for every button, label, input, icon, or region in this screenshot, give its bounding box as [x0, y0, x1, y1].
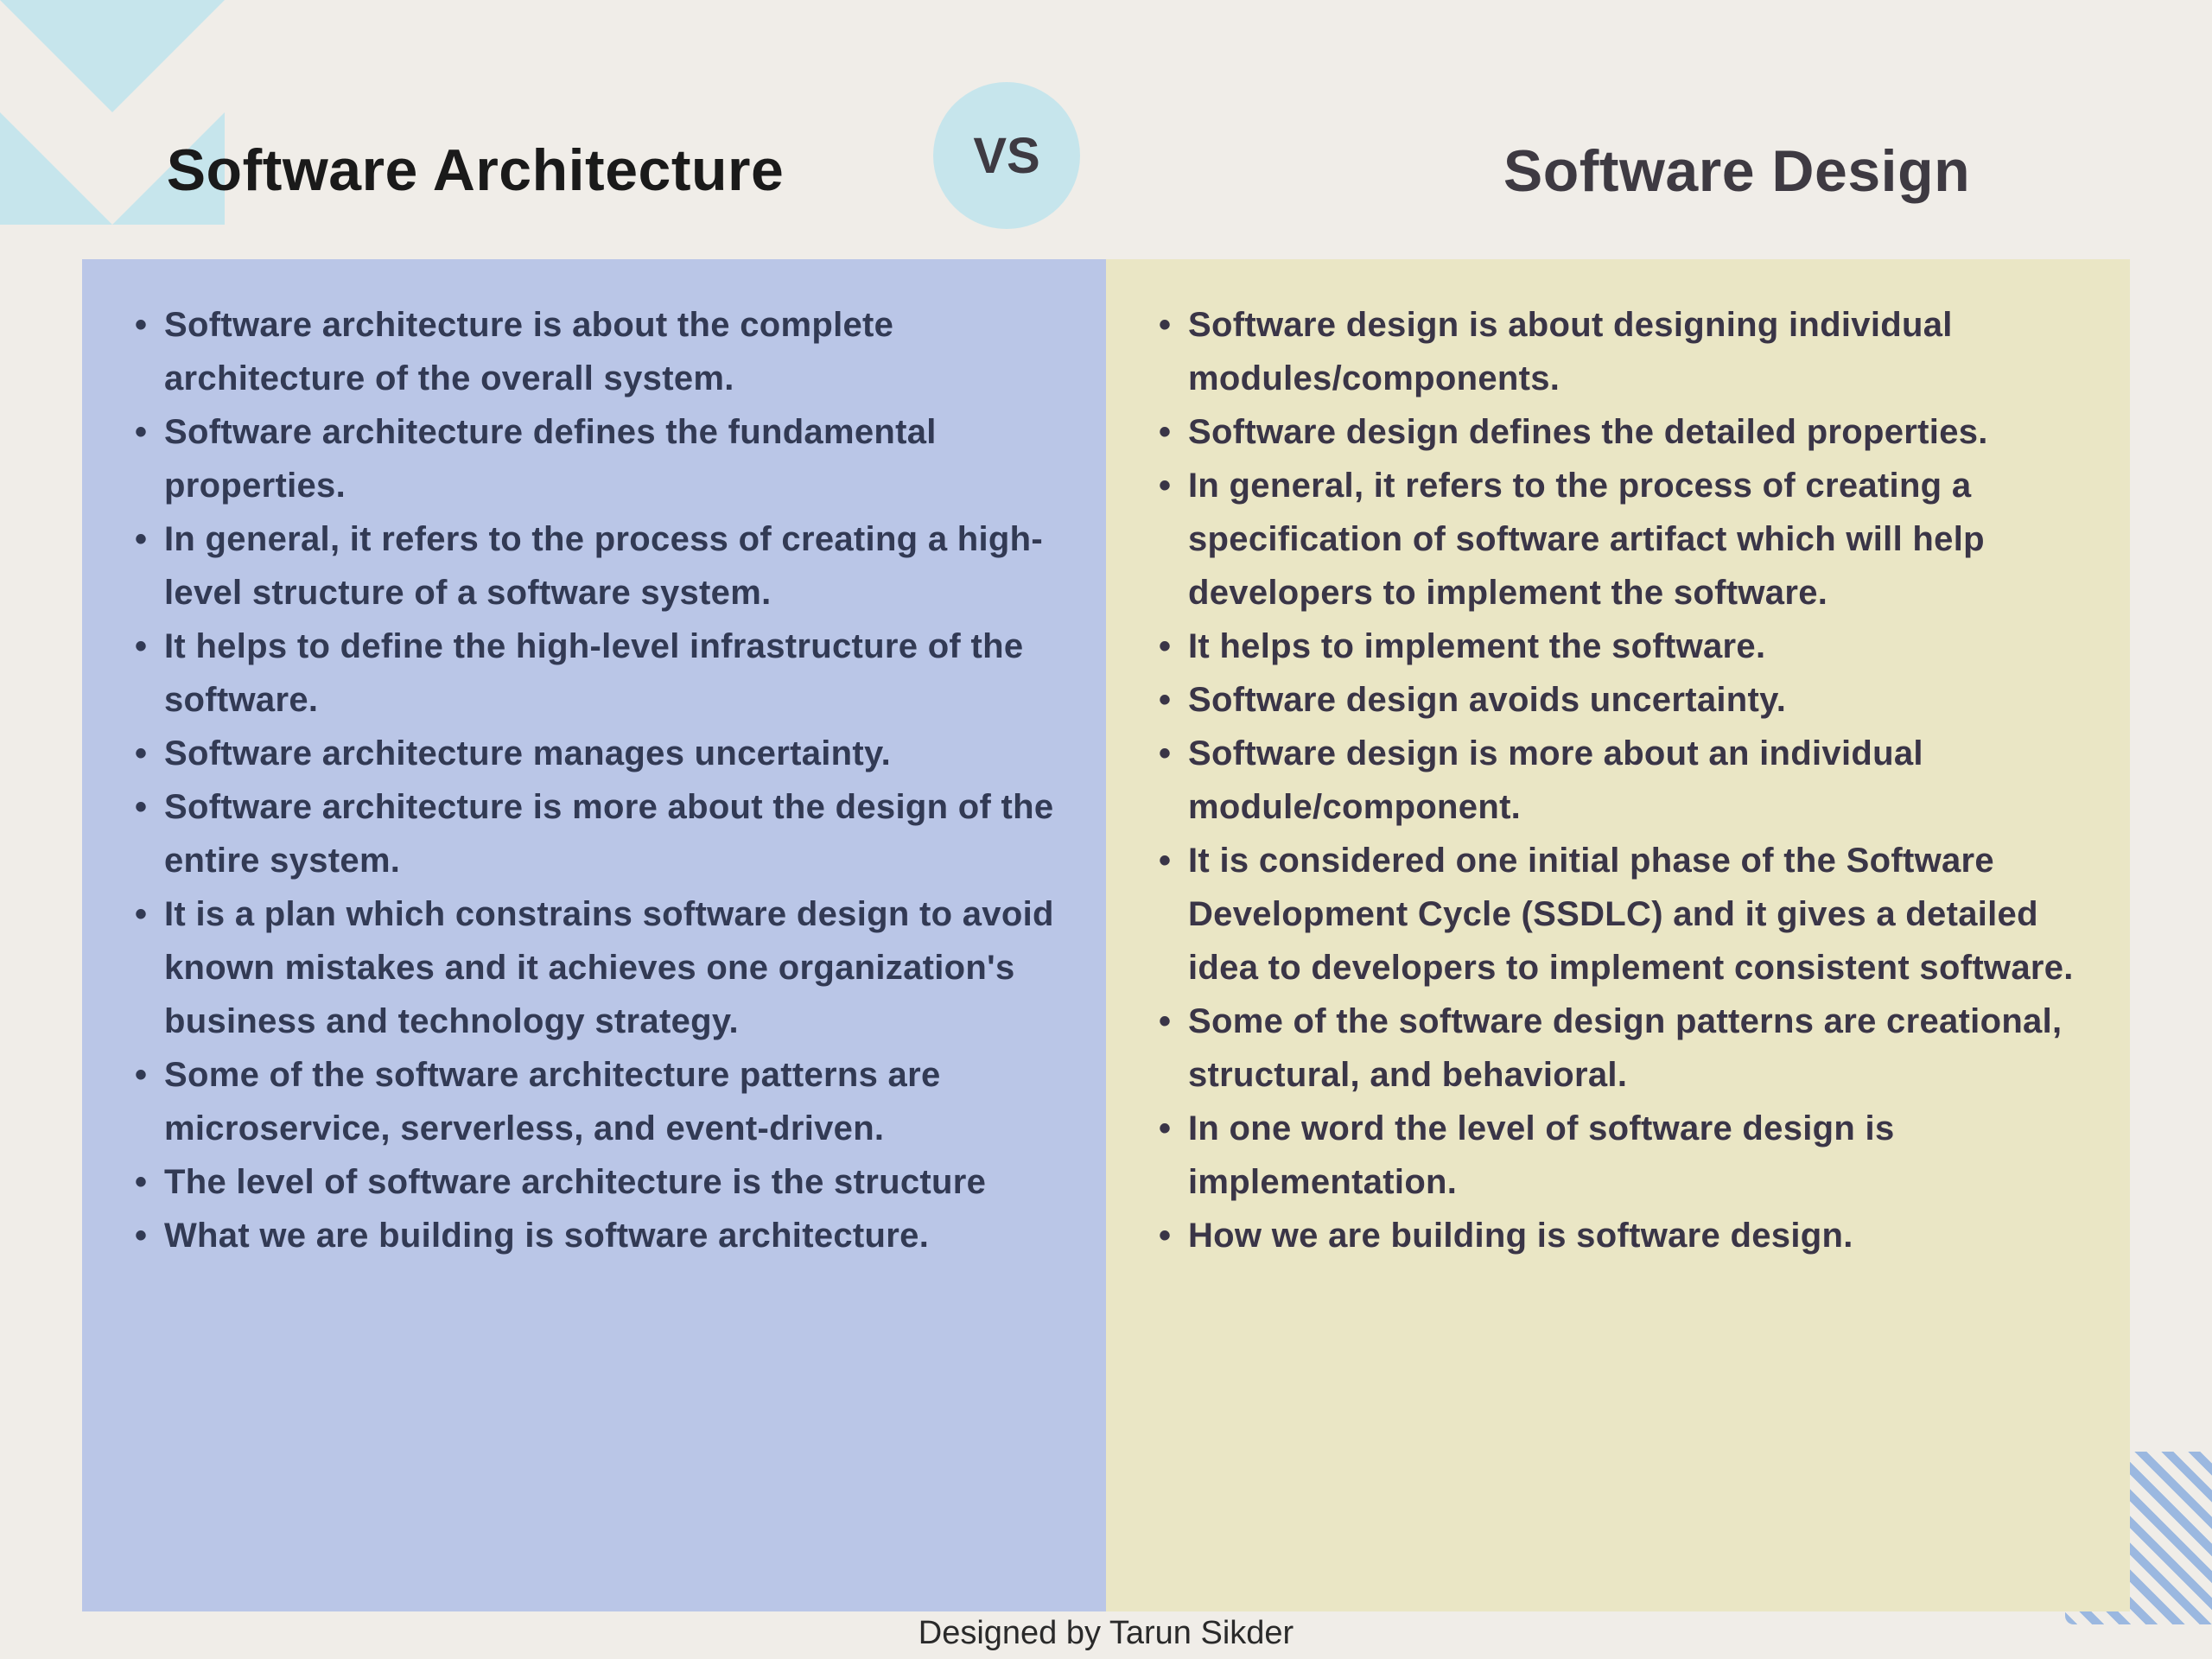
list-item: Software design defines the detailed pro… [1154, 405, 2091, 459]
list-item: What we are building is software archite… [130, 1209, 1067, 1262]
vs-badge: VS [933, 82, 1080, 229]
list-item: Some of the software architecture patter… [130, 1048, 1067, 1155]
list-item: It helps to define the high-level infras… [130, 620, 1067, 727]
list-item: Software design avoids uncertainty. [1154, 673, 2091, 727]
list-item: It is considered one initial phase of th… [1154, 834, 2091, 995]
design-column: Software design is about designing indiv… [1106, 259, 2130, 1611]
list-item: It helps to implement the software. [1154, 620, 2091, 673]
left-title: Software Architecture [86, 134, 864, 207]
architecture-list: Software architecture is about the compl… [130, 298, 1067, 1262]
comparison-columns: Software architecture is about the compl… [82, 259, 2130, 1611]
list-item: Software design is about designing indiv… [1154, 298, 2091, 405]
list-item: Some of the software design patterns are… [1154, 995, 2091, 1102]
list-item: In general, it refers to the process of … [1154, 459, 2091, 620]
header-row: Software Architecture VS Software Design [0, 95, 2212, 246]
list-item: Software architecture manages uncertaint… [130, 727, 1067, 780]
list-item: In one word the level of software design… [1154, 1102, 2091, 1209]
right-title: Software Design [1348, 137, 2126, 205]
design-list: Software design is about designing indiv… [1154, 298, 2091, 1262]
list-item: Software architecture is about the compl… [130, 298, 1067, 405]
list-item: Software architecture is more about the … [130, 780, 1067, 887]
architecture-column: Software architecture is about the compl… [82, 259, 1106, 1611]
list-item: In general, it refers to the process of … [130, 512, 1067, 620]
list-item: The level of software architecture is th… [130, 1155, 1067, 1209]
list-item: It is a plan which constrains software d… [130, 887, 1067, 1048]
list-item: Software design is more about an individ… [1154, 727, 2091, 834]
list-item: Software architecture defines the fundam… [130, 405, 1067, 512]
footer-credit: Designed by Tarun Sikder [0, 1615, 2212, 1652]
list-item: How we are building is software design. [1154, 1209, 2091, 1262]
